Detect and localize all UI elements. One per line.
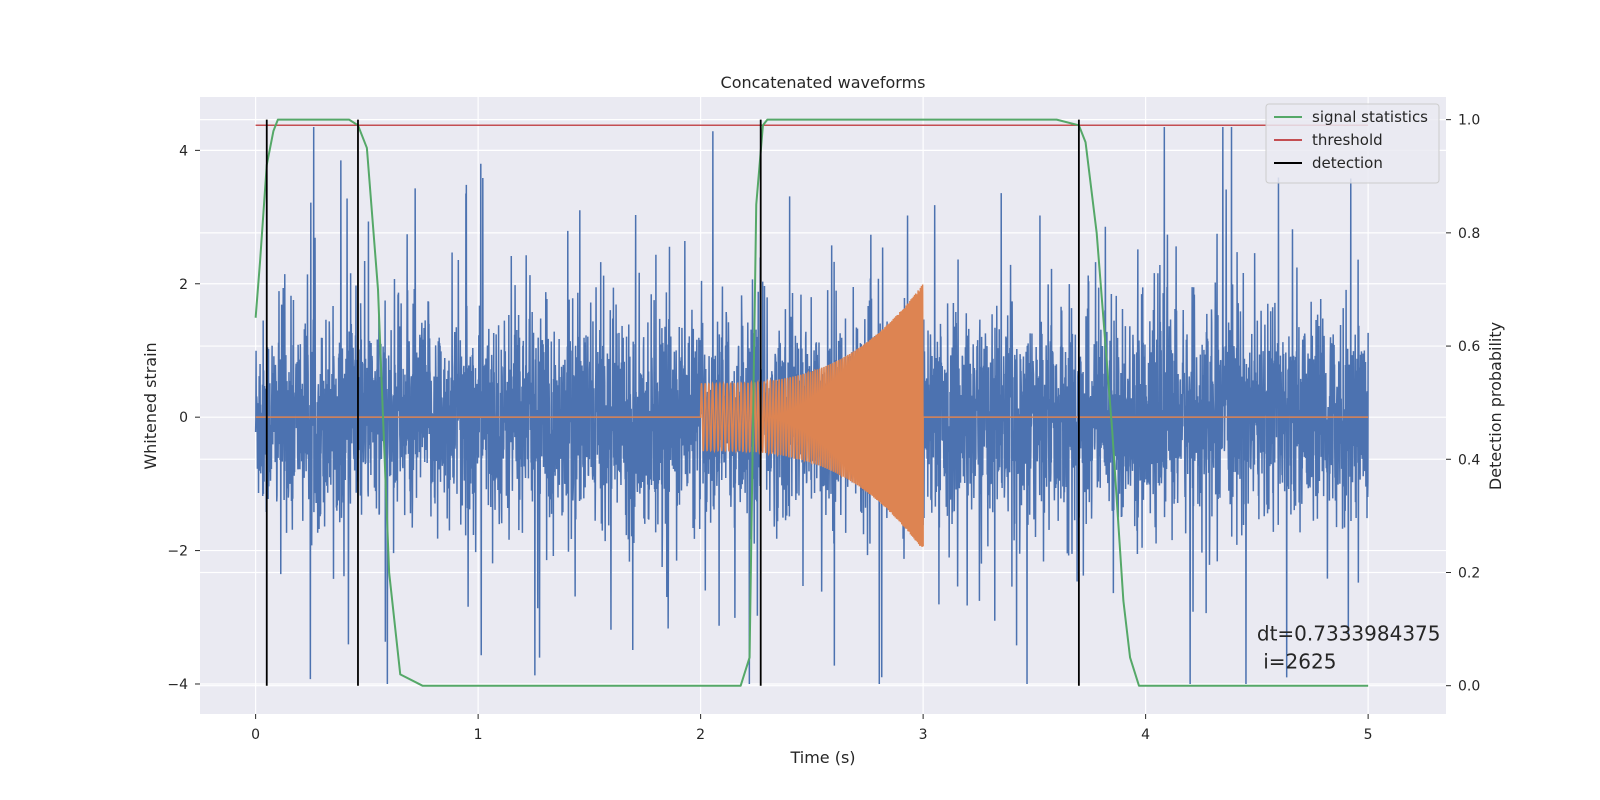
ticks: 0 1 2 3 4 5 −4 −2 0 2 4 0.0 0.2 0.4 0.6 0.8 1.0 [167,113,1480,743]
y-tick-label: −2 [167,544,188,560]
x-tick-label: 3 [919,727,928,743]
y2-tick-label: 0.2 [1458,565,1480,581]
x-tick-label: 2 [696,727,705,743]
y2-tick-label: 0.4 [1458,452,1480,468]
x-axis-label: Time (s) [789,748,855,767]
y2-tick-label: 1.0 [1458,113,1480,129]
legend-label: detection [1312,154,1383,172]
injected-chirp-line [255,284,1369,547]
y2-axis-label: Detection probability [1486,322,1505,490]
y2-tick-label: 0.6 [1458,339,1480,355]
y2-tick-label: 0.0 [1458,679,1480,695]
annotation-i: i=2625 [1257,650,1337,674]
y-tick-label: 0 [179,410,188,426]
plot-lines [254,118,1369,687]
legend-box [1265,103,1440,184]
legend-label: signal statistics [1312,108,1428,126]
y-tick-label: 2 [179,277,188,293]
annotation: dt=0.7333984375 i=2625 [1257,622,1441,674]
y-tick-label: 4 [179,143,188,159]
grid [200,97,1446,714]
legend-label: threshold [1312,131,1383,149]
chart-title: Concatenated waveforms [721,73,926,92]
y2-tick-label: 0.8 [1458,226,1480,242]
annotation-dt: dt=0.7333984375 [1257,622,1441,646]
y-tick-label: −4 [167,677,188,693]
x-tick-label: 1 [474,727,483,743]
x-tick-label: 5 [1364,727,1373,743]
x-tick-label: 0 [251,727,260,743]
signal-statistics-line [254,118,1369,687]
y-axis-label: Whitened strain [141,342,160,469]
legend: signal statistics threshold detection [1265,103,1440,184]
x-tick-label: 4 [1141,727,1150,743]
